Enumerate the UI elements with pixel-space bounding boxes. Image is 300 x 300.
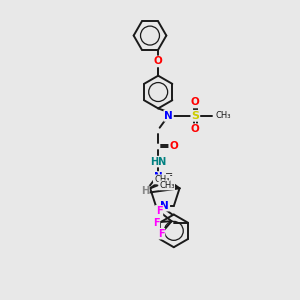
Text: O: O — [191, 124, 200, 134]
Text: S: S — [191, 111, 199, 121]
Text: CH₃: CH₃ — [154, 175, 170, 184]
Text: N: N — [160, 201, 169, 211]
Text: F: F — [153, 218, 159, 228]
Text: O: O — [191, 98, 200, 107]
Text: F: F — [158, 229, 164, 239]
Text: N: N — [164, 111, 173, 121]
Text: O: O — [169, 141, 178, 151]
Text: HN: HN — [150, 157, 166, 166]
Text: F: F — [156, 206, 162, 216]
Text: CH₃: CH₃ — [215, 111, 231, 120]
Text: =: = — [165, 171, 173, 181]
Text: CH₃: CH₃ — [159, 181, 175, 190]
Text: N: N — [154, 172, 163, 182]
Text: H: H — [141, 186, 149, 196]
Text: O: O — [154, 56, 163, 66]
